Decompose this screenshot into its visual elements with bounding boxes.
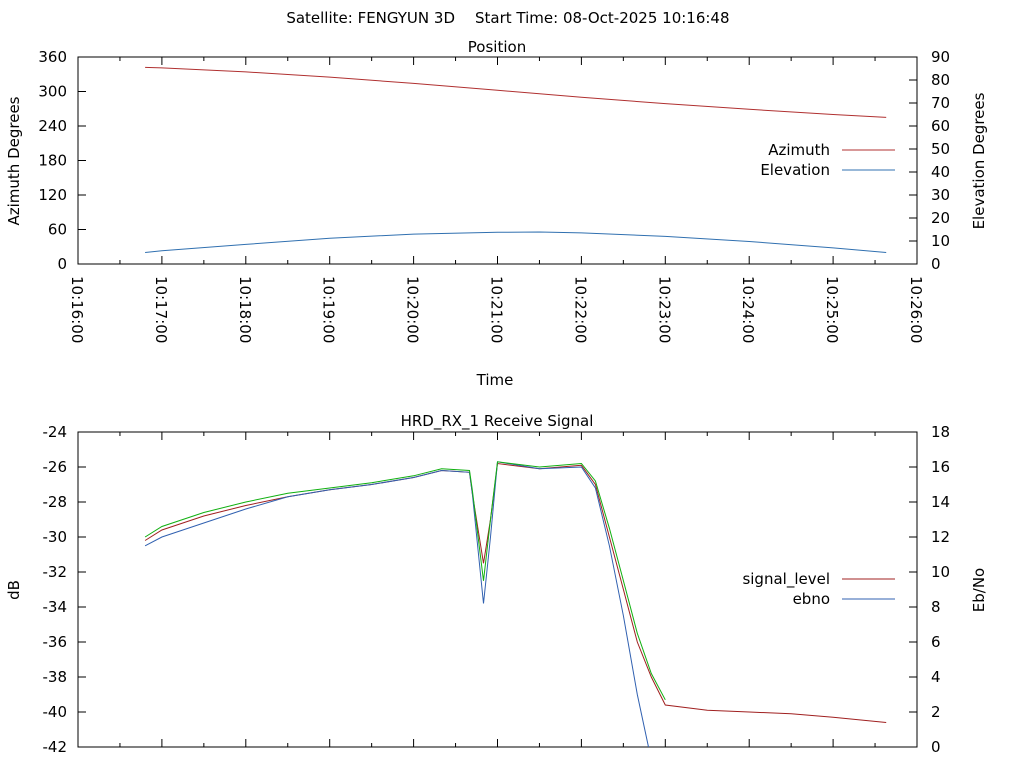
legend-label: Elevation (760, 161, 830, 179)
y2-tick-label: 2 (931, 703, 941, 721)
y2-tick-label: 70 (931, 94, 950, 112)
x-tick-label: 10:16:00 (68, 276, 86, 343)
y-tick-label: -34 (43, 598, 68, 616)
position-y2-axis-label: Elevation Degrees (970, 92, 988, 229)
receive-signal-y2-axis-label: Eb/No (970, 568, 988, 612)
satellite-label: Satellite: FENGYUN 3D (286, 9, 455, 27)
y-tick-label: -32 (43, 563, 68, 581)
x-tick-label: 10:25:00 (823, 276, 841, 343)
y-tick-label: -28 (43, 493, 68, 511)
x-tick-label: 10:17:00 (152, 276, 170, 343)
x-tick-label: 10:26:00 (907, 276, 925, 343)
y-tick-label: 60 (48, 221, 67, 239)
series-line-unlabeled (144, 461, 666, 701)
y-tick-label: -40 (43, 703, 68, 721)
y2-tick-label: 6 (931, 633, 941, 651)
y2-tick-label: 8 (931, 598, 941, 616)
y2-tick-label: 0 (931, 738, 941, 756)
y2-tick-label: 10 (931, 232, 950, 250)
x-tick-label: 10:19:00 (320, 276, 338, 343)
y-tick-label: 240 (38, 117, 67, 135)
y-tick-label: -36 (43, 633, 68, 651)
y2-tick-label: 90 (931, 48, 950, 66)
y-tick-label: 300 (38, 83, 67, 101)
y2-tick-label: 18 (931, 423, 950, 441)
legend-label: Azimuth (768, 141, 830, 159)
x-tick-label: 10:23:00 (655, 276, 673, 343)
y-tick-label: 120 (38, 186, 67, 204)
x-tick-label: 10:22:00 (571, 276, 589, 343)
y2-tick-label: 10 (931, 563, 950, 581)
x-tick-label: 10:18:00 (236, 276, 254, 343)
y2-tick-label: 4 (931, 668, 941, 686)
series-line-ebno (144, 461, 649, 748)
receive-signal-y-axis-label: dB (5, 580, 23, 600)
receive-signal-chart-title: HRD_RX_1 Receive Signal (401, 412, 594, 431)
receive-signal-chart: HRD_RX_1 Receive Signal dB Eb/No -42 -40 -… (5, 412, 988, 756)
y-tick-label: -42 (43, 738, 68, 756)
y2-tick-label: 12 (931, 528, 950, 546)
y2-tick-label: 14 (931, 493, 950, 511)
position-x-axis-label: Time (476, 371, 514, 389)
y2-tick-label: 0 (931, 255, 941, 273)
y2-tick-label: 60 (931, 117, 950, 135)
position-chart: Position Time Azimuth Degrees Elevation … (5, 38, 988, 389)
y2-tick-label: 50 (931, 140, 950, 158)
y-tick-label: -38 (43, 668, 68, 686)
series-line-Elevation (145, 231, 887, 253)
y-tick-label: 0 (57, 255, 67, 273)
start-time-label: Start Time: 08-Oct-2025 10:16:48 (475, 9, 730, 27)
x-tick-label: 10:21:00 (488, 276, 506, 343)
y2-tick-label: 30 (931, 186, 950, 204)
position-chart-title: Position (468, 38, 526, 56)
y2-tick-label: 80 (931, 71, 950, 89)
y2-tick-label: 40 (931, 163, 950, 181)
x-tick-label: 10:20:00 (404, 276, 422, 343)
position-y-axis-label: Azimuth Degrees (5, 96, 23, 225)
y-tick-label: -26 (43, 458, 68, 476)
series-line-signal_level (144, 462, 887, 723)
x-tick-label: 10:24:00 (739, 276, 757, 343)
legend-label: signal_level (742, 570, 830, 589)
y2-tick-label: 20 (931, 209, 950, 227)
y-tick-label: 180 (38, 152, 67, 170)
plot-frame (77, 431, 918, 748)
y2-tick-label: 16 (931, 458, 950, 476)
legend-label: ebno (793, 590, 830, 608)
series-line-Azimuth (145, 66, 887, 118)
y-tick-label: 360 (38, 48, 67, 66)
y-tick-label: -24 (43, 423, 68, 441)
y-tick-label: -30 (43, 528, 68, 546)
